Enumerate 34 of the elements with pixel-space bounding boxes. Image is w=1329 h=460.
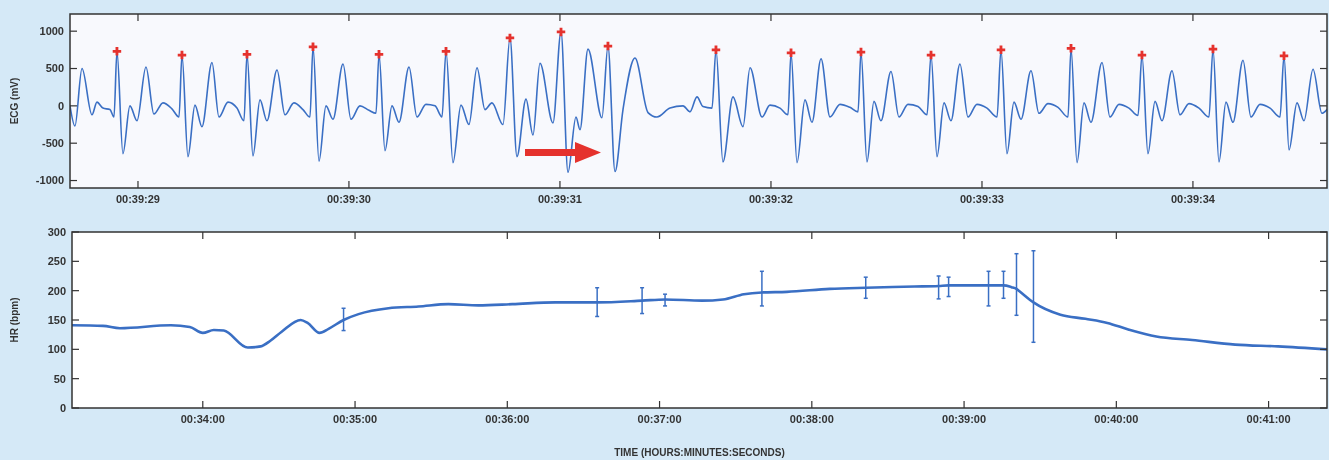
y-tick-label: -1000 — [35, 174, 64, 187]
point — [374, 50, 384, 59]
y-tick-label: 200 — [47, 284, 66, 297]
x-tick-label: 00:39:29 — [115, 193, 161, 205]
x-tick-label: 00:39:34 — [1170, 193, 1216, 205]
x-tick-label: 00:36:00 — [485, 413, 530, 425]
x-tick-label: 00:39:33 — [959, 193, 1005, 205]
x-tick-label: 00:35:00 — [333, 413, 378, 425]
x-tick-label: 00:39:00 — [942, 413, 987, 425]
y-tick-label: 0 — [59, 401, 66, 414]
y-tick-label: -500 — [41, 137, 64, 150]
y-tick-label: 250 — [47, 255, 66, 268]
x-axis-title: TIME (HOURS:MINUTES:SECONDS) — [614, 447, 785, 458]
y-axis-title: ECG (mV) — [9, 77, 20, 125]
y-tick-label: 50 — [53, 372, 66, 385]
x-tick-label: 00:37:00 — [637, 413, 682, 425]
y-axis-title: HR (bpm) — [9, 297, 20, 343]
y-tick-label: 100 — [47, 343, 66, 356]
x-tick-label: 00:34:00 — [180, 413, 225, 425]
x-tick-label: 00:41:00 — [1246, 413, 1291, 425]
point — [1066, 44, 1076, 53]
y-tick-label: 500 — [45, 62, 64, 75]
point — [441, 47, 451, 56]
point — [242, 50, 252, 59]
x-tick-label: 00:40:00 — [1094, 413, 1139, 425]
y-tick-label: 300 — [47, 225, 66, 238]
point — [112, 47, 122, 56]
x-tick-label: 00:39:30 — [326, 193, 371, 205]
x-tick-label: 00:38:00 — [789, 413, 834, 425]
y-tick-label: 150 — [47, 313, 66, 326]
y-tick-label: 0 — [57, 99, 64, 112]
x-tick-label: 00:39:31 — [537, 193, 582, 205]
x-tick-label: 00:39:32 — [748, 193, 793, 205]
y-tick-label: 1000 — [39, 25, 64, 38]
